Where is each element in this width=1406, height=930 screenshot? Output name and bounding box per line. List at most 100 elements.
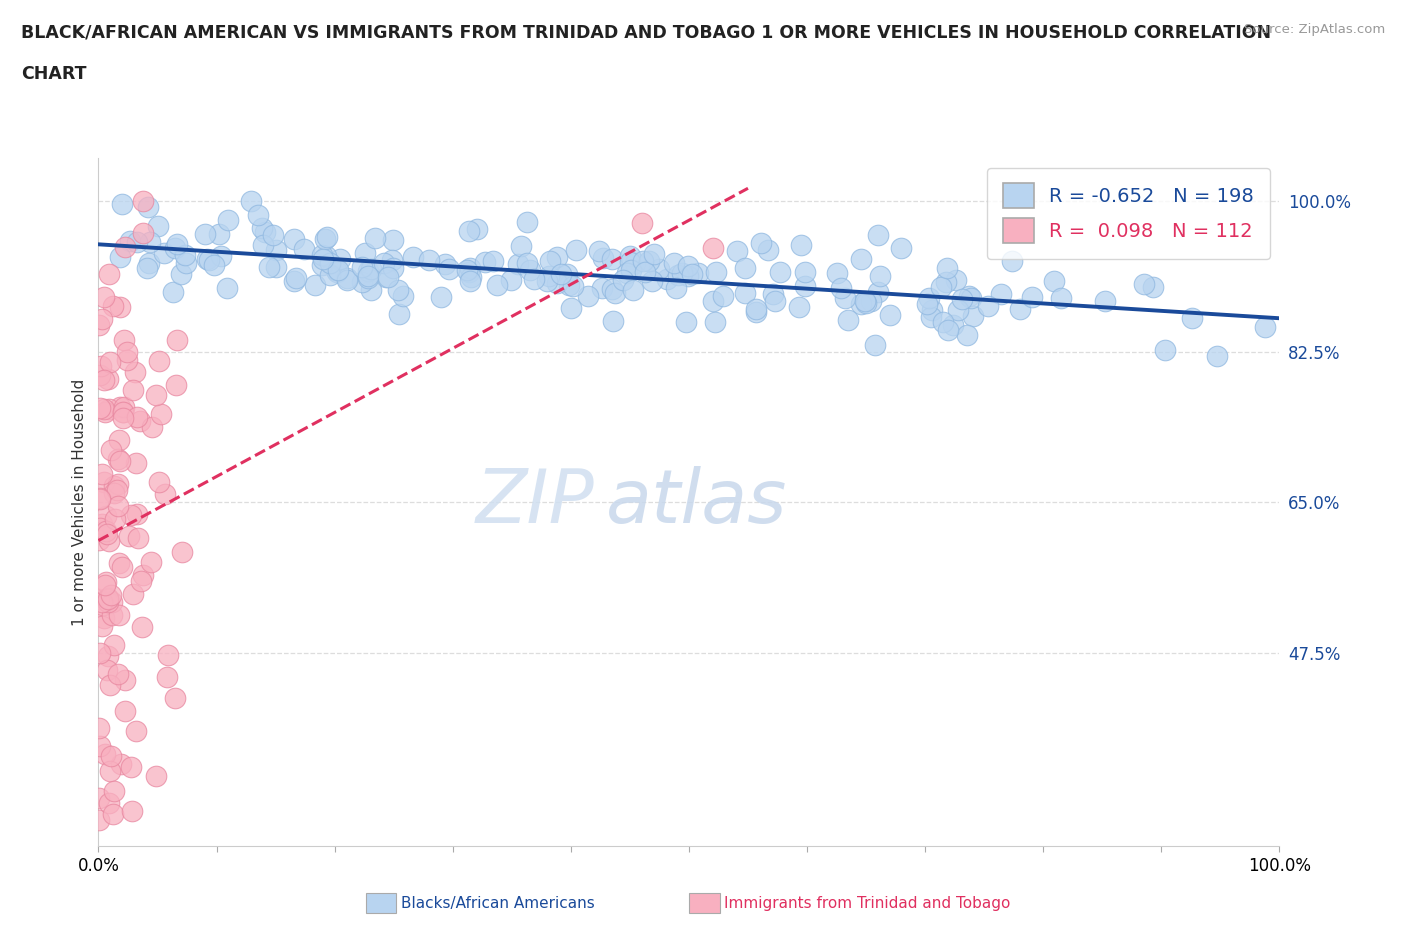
Point <box>482 254 505 269</box>
Point <box>108 454 131 469</box>
Point <box>264 259 287 274</box>
Point <box>523 272 546 286</box>
Point <box>153 486 176 501</box>
Point <box>145 768 167 783</box>
Point <box>377 270 399 285</box>
Point <box>929 280 952 295</box>
Point <box>131 619 153 634</box>
Point <box>131 573 153 588</box>
Point <box>948 303 970 318</box>
Point <box>148 353 170 368</box>
Point <box>163 241 186 256</box>
Point <box>100 587 122 602</box>
Point <box>744 305 766 320</box>
Point <box>536 273 558 288</box>
Point <box>204 257 226 272</box>
Point <box>166 333 188 348</box>
Point <box>152 246 174 260</box>
Point <box>96 663 118 678</box>
Point <box>375 270 398 285</box>
Point <box>751 236 773 251</box>
Point <box>474 254 496 269</box>
Point <box>588 244 610 259</box>
Point <box>89 790 111 805</box>
Point <box>681 267 703 282</box>
Point <box>112 405 135 419</box>
Point <box>990 286 1012 301</box>
Point <box>418 252 440 267</box>
Point <box>108 607 131 622</box>
Point <box>89 400 111 415</box>
Point <box>194 227 217 242</box>
Point <box>936 323 959 338</box>
Point <box>868 285 890 299</box>
Point <box>139 555 162 570</box>
Text: ZIP: ZIP <box>475 466 595 538</box>
Point <box>325 262 347 277</box>
Point <box>702 241 724 256</box>
Point <box>860 294 883 309</box>
Point <box>560 300 582 315</box>
Point <box>93 372 115 387</box>
Point <box>962 309 984 324</box>
Point <box>91 312 114 326</box>
Point <box>90 359 112 374</box>
Point <box>868 228 890 243</box>
Point <box>108 299 131 314</box>
Point <box>252 238 274 253</box>
Point <box>315 248 337 263</box>
Text: Immigrants from Trinidad and Tobago: Immigrants from Trinidad and Tobago <box>724 896 1011 910</box>
Point <box>655 272 678 286</box>
Point <box>676 268 699 283</box>
Point <box>107 667 129 682</box>
Point <box>565 243 588 258</box>
Point <box>319 268 342 283</box>
Point <box>94 405 117 419</box>
Point <box>97 594 120 609</box>
Point <box>110 756 132 771</box>
Point <box>121 804 143 818</box>
Point <box>125 724 148 738</box>
Point <box>1094 294 1116 309</box>
Point <box>360 261 382 276</box>
Point <box>107 432 129 447</box>
Point <box>977 299 1000 313</box>
Point <box>702 294 724 309</box>
Point <box>103 299 125 313</box>
Point <box>516 214 538 229</box>
Point <box>283 273 305 288</box>
Point <box>98 795 121 810</box>
Point <box>863 338 886 352</box>
Point <box>825 265 848 280</box>
Point <box>89 491 111 506</box>
Point <box>439 261 461 276</box>
Point <box>314 232 336 246</box>
Point <box>112 399 135 414</box>
Point <box>616 265 638 280</box>
Point <box>94 524 117 538</box>
Point <box>172 544 194 559</box>
Point <box>319 256 342 271</box>
Point <box>94 578 117 592</box>
Point <box>336 270 359 285</box>
Point <box>122 587 145 602</box>
Point <box>100 749 122 764</box>
Point <box>837 312 859 327</box>
Point <box>352 259 374 274</box>
Point <box>89 721 111 736</box>
Point <box>602 282 624 297</box>
Point <box>1254 320 1277 335</box>
Point <box>89 367 111 382</box>
Point <box>855 296 877 311</box>
Point <box>328 262 350 277</box>
Point <box>89 521 111 536</box>
Point <box>557 267 579 282</box>
Point <box>283 232 305 246</box>
Point <box>311 247 333 262</box>
Point <box>98 402 121 417</box>
Point <box>198 253 221 268</box>
Point <box>381 233 404 248</box>
Point <box>111 560 134 575</box>
Point <box>763 294 786 309</box>
Point <box>1008 301 1031 316</box>
